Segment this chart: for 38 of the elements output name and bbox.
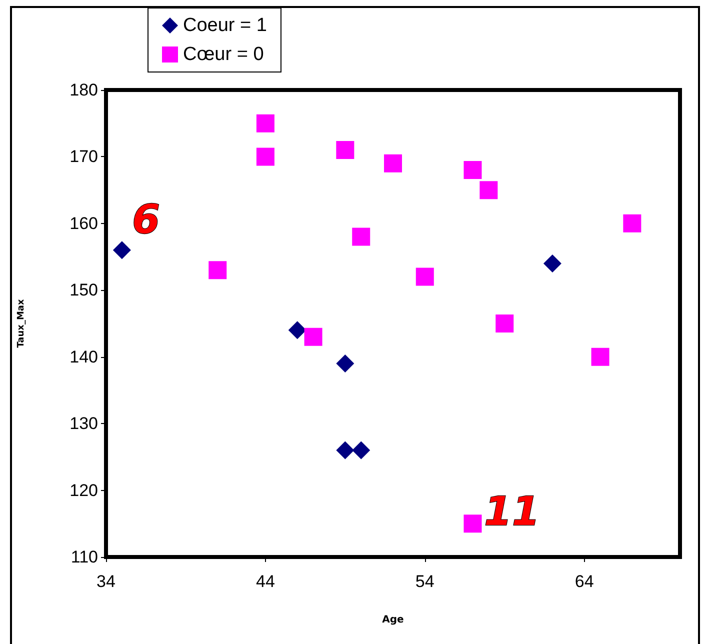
x-tick-label: 34 — [96, 572, 116, 591]
point — [336, 441, 354, 460]
point — [384, 154, 402, 172]
point — [288, 321, 306, 340]
annotation: 11 — [484, 489, 540, 535]
point — [352, 441, 370, 460]
point — [336, 141, 354, 160]
point — [623, 214, 642, 232]
point — [256, 114, 274, 132]
point — [112, 241, 131, 260]
y-tick-label: 110 — [70, 548, 98, 566]
annotation: 6 — [132, 197, 160, 243]
y-axis-title: Taux_Max — [16, 299, 26, 348]
legend-label: Coeur = 1 — [183, 15, 267, 36]
y-tick-label: 180 — [70, 80, 98, 100]
x-axis-title: Age — [382, 614, 404, 626]
legend-label: Cœur = 0 — [183, 44, 264, 65]
point — [464, 514, 482, 533]
y-tick-label: 140 — [70, 347, 98, 366]
point — [496, 314, 514, 332]
y-tick-label: 150 — [70, 280, 98, 300]
point — [464, 161, 482, 180]
y-tick-label: 130 — [70, 414, 98, 434]
point — [256, 148, 274, 166]
point — [591, 348, 610, 366]
x-tick-label: 44 — [256, 572, 275, 591]
y-tick-label: 170 — [70, 147, 98, 166]
point — [416, 268, 434, 286]
point — [543, 254, 562, 272]
point — [208, 261, 227, 280]
y-tick-label: 120 — [70, 480, 98, 500]
x-tick-label: 54 — [415, 572, 434, 591]
x-tick-label: 64 — [574, 572, 594, 591]
point — [304, 328, 322, 346]
y-tick-label: 160 — [70, 214, 98, 233]
point — [352, 228, 370, 246]
point — [480, 181, 498, 200]
point — [336, 354, 354, 373]
